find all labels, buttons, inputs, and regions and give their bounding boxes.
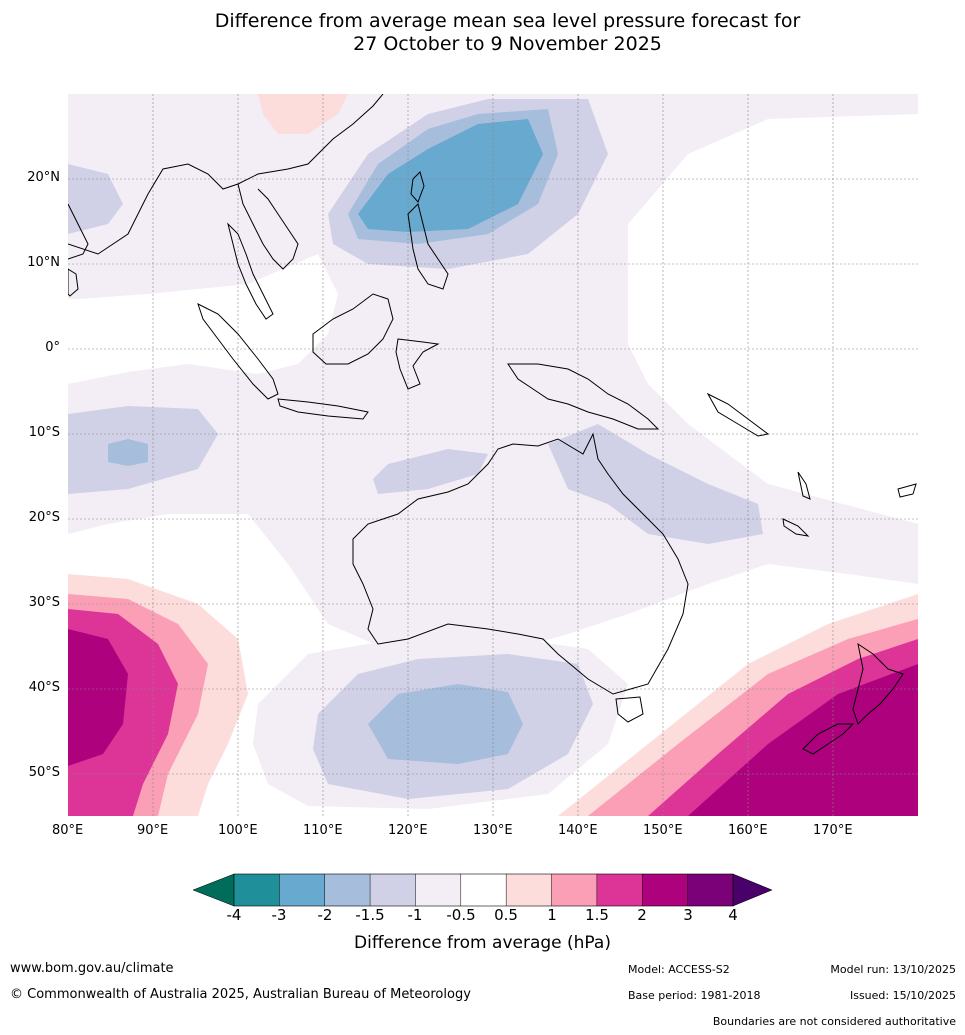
anomaly-region-blue-philippines bbox=[358, 119, 543, 232]
colorbar-outline bbox=[233, 873, 734, 907]
lon-label-120e: 120°E bbox=[388, 823, 428, 838]
pressure-anomaly-map bbox=[68, 94, 918, 816]
lon-label-140e: 140°E bbox=[558, 823, 598, 838]
colorbar-bin-2-3 bbox=[642, 874, 688, 906]
coast-taiwan bbox=[410, 171, 425, 203]
coast-australia bbox=[352, 432, 689, 695]
coastlines bbox=[68, 94, 917, 755]
website-text: www.bom.gov.au/climate bbox=[10, 961, 174, 976]
base-period-text: Base period: 1981-2018 bbox=[628, 989, 761, 1002]
lat-label-50s: 50°S bbox=[28, 765, 60, 780]
colorbar-tick-neg4: -4 bbox=[226, 906, 242, 924]
lon-label-160e: 160°E bbox=[728, 823, 768, 838]
colorbar-bin-neg1-5-neg1 bbox=[370, 874, 416, 906]
lat-label-10n: 10°N bbox=[27, 255, 60, 270]
colorbar-tick-neg3: -3 bbox=[271, 906, 287, 924]
anomaly-region-darkmagenta-west bbox=[68, 629, 128, 766]
colorbar-bin-0-5-1 bbox=[506, 874, 552, 906]
coast-java bbox=[277, 398, 369, 420]
coast-sri-lanka bbox=[68, 268, 79, 297]
anomaly-region-lilac-timor bbox=[373, 449, 488, 494]
coast-tasmania bbox=[615, 696, 644, 723]
colorbar-tick-1-5: 1.5 bbox=[585, 906, 609, 924]
lat-label-20n: 20°N bbox=[27, 170, 60, 185]
lon-label-150e: 150°E bbox=[643, 823, 683, 838]
coast-philippines bbox=[407, 203, 449, 290]
lon-label-130e: 130°E bbox=[473, 823, 513, 838]
coast-vanuatu-fiji bbox=[797, 471, 917, 500]
model-text: Model: ACCESS-S2 bbox=[628, 963, 730, 976]
copyright-text: © Commonwealth of Australia 2025, Austra… bbox=[10, 987, 471, 1002]
colorbar-tick-neg1-5: -1.5 bbox=[355, 906, 385, 924]
colorbar-tick-4: 4 bbox=[728, 906, 738, 924]
colorbar-tick-3: 3 bbox=[683, 906, 693, 924]
colorbar bbox=[192, 873, 773, 907]
coast-india-tip bbox=[68, 203, 89, 260]
coast-new-zealand-south bbox=[802, 723, 855, 755]
lat-label-0: 0° bbox=[45, 340, 60, 355]
anomaly-region-lightpink-north bbox=[258, 94, 348, 134]
coast-new-caledonia bbox=[782, 518, 810, 537]
lon-label-90e: 90°E bbox=[137, 823, 169, 838]
colorbar-bin-1-1-5 bbox=[551, 874, 597, 906]
anomaly-region-lightblue-south bbox=[368, 684, 523, 764]
lon-label-100e: 100°E bbox=[218, 823, 258, 838]
disclaimer-text: Boundaries are not considered authoritat… bbox=[712, 1015, 956, 1028]
colorbar-bin-neg2-neg1-5 bbox=[324, 874, 371, 906]
issued-text: Issued: 15/10/2025 bbox=[849, 989, 956, 1002]
colorbar-dividers bbox=[279, 874, 688, 906]
colorbar-label: Difference from average (hPa) bbox=[354, 933, 611, 953]
lat-label-10s: 10°S bbox=[28, 425, 60, 440]
lon-label-110e: 110°E bbox=[303, 823, 343, 838]
colorbar-tick-2: 2 bbox=[637, 906, 647, 924]
colorbar-tick-1: 1 bbox=[547, 906, 557, 924]
colorbar-tick-neg0-5: -0.5 bbox=[446, 906, 476, 924]
colorbar-extend-max bbox=[732, 873, 773, 907]
coast-new-zealand-north bbox=[852, 642, 904, 725]
lat-label-20s: 20°S bbox=[28, 510, 60, 525]
colorbar-tick-neg1: -1 bbox=[407, 906, 423, 924]
colorbar-bin-1-5-2 bbox=[596, 874, 643, 906]
colorbar-bin-3-4 bbox=[687, 874, 733, 906]
chart-title: Difference from average mean sea level p… bbox=[0, 10, 965, 56]
graticule bbox=[68, 94, 918, 816]
lat-label-40s: 40°S bbox=[28, 680, 60, 695]
title-line-2: 27 October to 9 November 2025 bbox=[353, 33, 662, 55]
coast-sulawesi bbox=[395, 338, 440, 390]
anomaly-region-lilac-coral bbox=[548, 424, 763, 544]
map-panel bbox=[68, 94, 918, 816]
lon-label-170e: 170°E bbox=[813, 823, 853, 838]
colorbar-extend-min bbox=[192, 873, 235, 907]
colorbar-bin-neg0-5-0-5 bbox=[460, 874, 507, 906]
lon-label-80e: 80°E bbox=[52, 823, 84, 838]
model-run-text: Model run: 13/10/2025 bbox=[830, 963, 956, 976]
coast-new-guinea bbox=[507, 363, 660, 430]
title-line-1: Difference from average mean sea level p… bbox=[214, 10, 801, 32]
coast-borneo bbox=[312, 293, 394, 365]
colorbar-tick-neg2: -2 bbox=[317, 906, 333, 924]
coast-solomon-islands bbox=[706, 392, 770, 437]
coast-sumatra bbox=[197, 303, 279, 400]
colorbar-bin-neg4-neg3 bbox=[234, 874, 280, 906]
lat-label-30s: 30°S bbox=[28, 595, 60, 610]
anomaly-region-lightblue-indian bbox=[108, 439, 148, 466]
anomaly-region-lilac-nw bbox=[68, 164, 123, 234]
coast-indochina bbox=[237, 183, 299, 270]
colorbar-bin-neg3-neg2 bbox=[279, 874, 325, 906]
colorbar-bin-neg1-neg0-5 bbox=[415, 874, 461, 906]
anomaly-region-darkmagenta-east bbox=[688, 664, 918, 816]
colorbar-tick-0-5: 0.5 bbox=[494, 906, 518, 924]
coast-malay-peninsula bbox=[227, 222, 274, 320]
